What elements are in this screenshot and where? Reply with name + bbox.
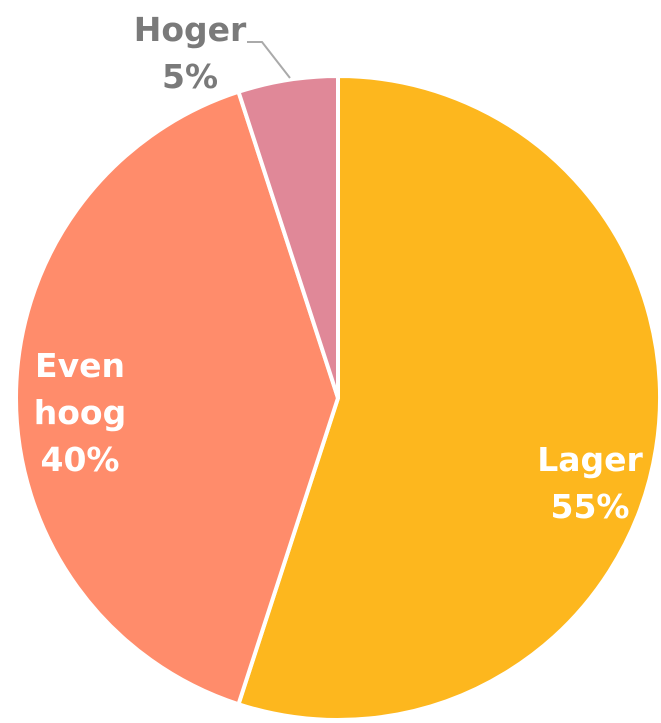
category-label: Hoger xyxy=(133,10,247,49)
pie-slice xyxy=(236,74,661,722)
slice-label: Even hoog 40% xyxy=(30,342,130,483)
pie-slice xyxy=(236,74,340,400)
pie-slice xyxy=(14,89,340,707)
leader-line xyxy=(247,41,291,79)
category-label: Even hoog xyxy=(33,346,127,432)
value-label: 5% xyxy=(161,57,219,96)
slice-label: Lager 55% xyxy=(530,436,650,530)
value-label: 40% xyxy=(40,440,120,479)
slice-label: Hoger 5% xyxy=(125,6,255,100)
category-label: Lager xyxy=(537,440,643,479)
value-label: 55% xyxy=(550,487,630,526)
